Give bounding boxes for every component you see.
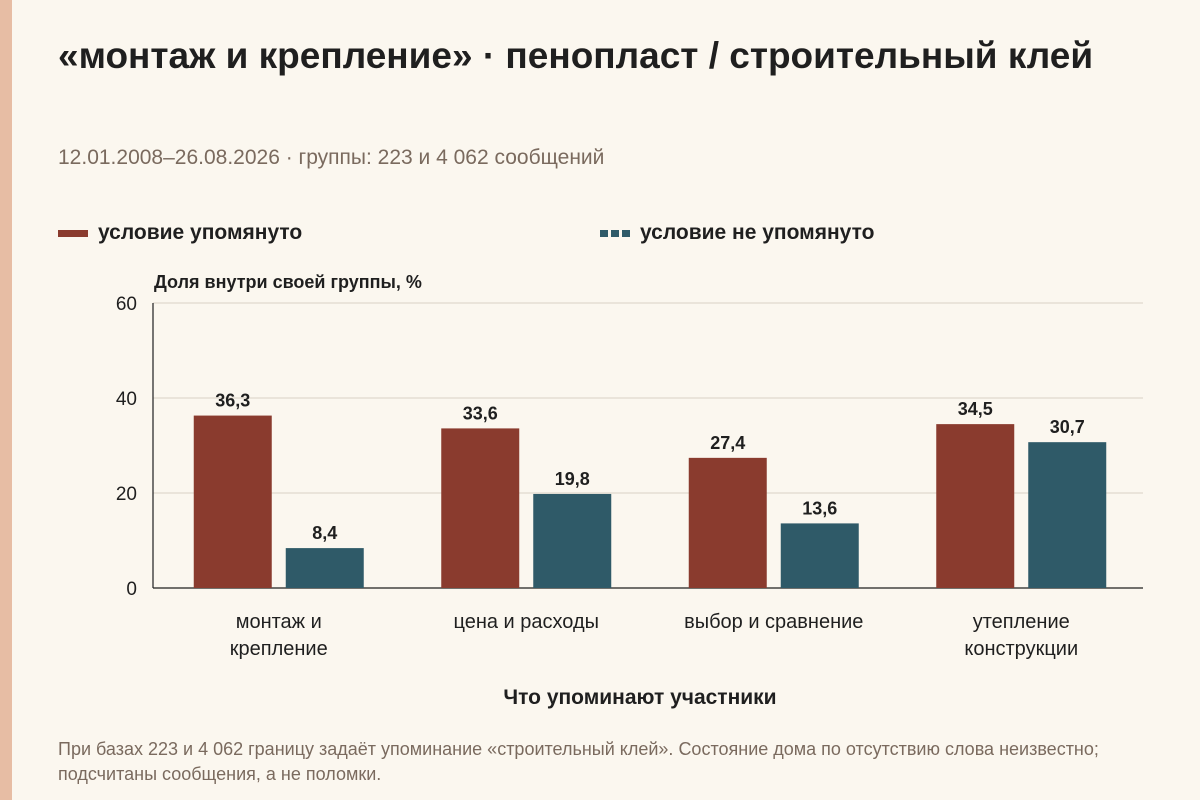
x-axis-title: Что упоминают участники [503,686,777,709]
chart-subtitle: 12.01.2008–26.08.2026 · группы: 223 и 4 … [58,146,605,169]
legend-swatch-not-mentioned [600,229,630,237]
bar-not-mentioned [1028,442,1107,588]
x-category-label-line: монтаж и [236,611,322,633]
x-category-label: монтаж и крепление [230,611,328,660]
data-label-mentioned: 36,3 [215,391,250,411]
footnote: При базах 223 и 4 062 границу задаёт упо… [58,739,1099,784]
data-label-mentioned: 33,6 [463,403,498,423]
y-tick-label: 20 [116,484,137,505]
accent-bar [0,0,12,800]
bar-not-mentioned [285,548,364,588]
data-label-mentioned: 34,5 [958,399,993,419]
chart-title: «монтаж и крепление» · пенопласт / строи… [58,35,1094,76]
data-label-not-mentioned: 8,4 [312,523,337,543]
data-label-not-mentioned: 13,6 [802,498,837,518]
legend-label-mentioned: условие упомянуто [98,221,303,244]
x-category-label: выбор и сравнение [684,611,863,633]
bar-not-mentioned [780,523,859,588]
y-axis-title: Доля внутри своей группы, % [154,272,422,292]
x-axis-title-wrap: Что упоминают участники [0,686,1200,710]
x-category-label-line: крепление [230,638,328,660]
x-category-label-line: цена и расходы [453,611,599,633]
x-category-label: утепление конструкции [964,611,1078,660]
bar-mentioned [193,415,272,588]
bar-not-mentioned [533,493,612,588]
x-category-label: цена и расходы [453,611,599,633]
bar-mentioned [936,424,1015,588]
data-label-not-mentioned: 30,7 [1050,417,1085,437]
legend-label-not-mentioned: условие не упомянуто [640,221,875,244]
legend-item-not-mentioned: условие не упомянуто [600,219,874,247]
bar-mentioned [688,457,767,588]
x-category-label-line: утепление [973,611,1070,633]
x-category-label-line: конструкции [964,638,1078,660]
legend-item-mentioned: условие упомянуто [58,219,302,247]
x-category-label-line: выбор и сравнение [684,611,863,633]
y-tick-label: 0 [126,579,137,600]
y-tick-label: 60 [116,294,137,315]
y-tick-label: 40 [116,389,137,410]
data-label-not-mentioned: 19,8 [555,469,590,489]
bar-mentioned [441,428,520,588]
legend-swatch-mentioned [58,229,88,237]
data-label-mentioned: 27,4 [710,433,745,453]
